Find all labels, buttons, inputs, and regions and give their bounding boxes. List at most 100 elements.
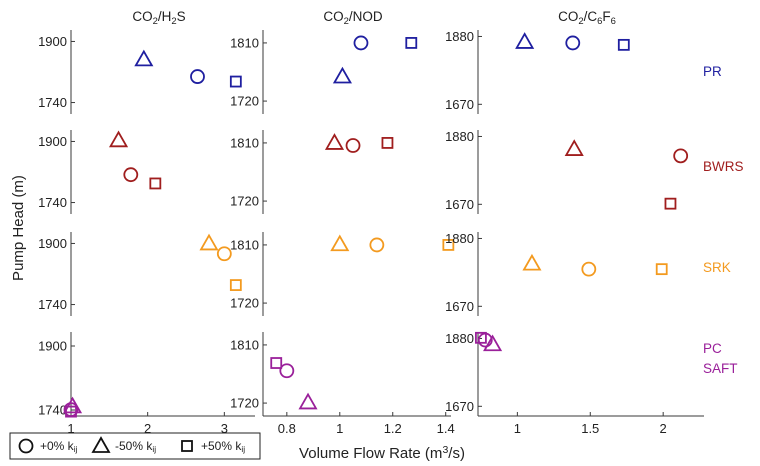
panel: 1740 1900: [38, 30, 242, 114]
x-tick-label: 1: [514, 421, 521, 436]
data-point-triangle: [134, 49, 154, 67]
panel: 1720 1810 0.8 1 1.2 1.4: [230, 332, 455, 436]
data-point-square: [442, 239, 455, 251]
panel: 1740 1900 1 2 3: [38, 332, 255, 436]
data-point-circle: [369, 237, 385, 253]
y-tick-label: 1880: [445, 231, 474, 246]
panels: 1740 1900 1720 1810 1670 1880 1740 1900 1720 1810…: [38, 29, 704, 436]
panel: 1670 1880: [445, 129, 689, 214]
data-point-triangle: [332, 66, 352, 84]
legend-label: -50% kij: [115, 439, 156, 454]
column-titles: CO2/H2S CO2/NOD CO2/C6F6: [132, 9, 616, 27]
x-tick-label: 0.8: [278, 421, 296, 436]
data-point-square: [664, 197, 677, 210]
legend-marker-circle: [18, 438, 34, 454]
y-tick-label: 1880: [445, 129, 474, 144]
panel: 1740 1900: [38, 130, 162, 214]
legend-marker-square: [181, 440, 193, 452]
y-tick-label: 1670: [445, 299, 474, 314]
row-label: PR: [703, 64, 722, 79]
x-tick-label: 2: [144, 421, 151, 436]
data-point-circle: [123, 167, 139, 183]
y-tick-label: 1810: [230, 35, 259, 50]
y-tick-label: 1810: [230, 237, 259, 252]
column-title: CO2/H2S: [132, 9, 185, 27]
row-label: PC: [703, 341, 722, 356]
data-point-circle: [216, 246, 232, 262]
legend-box: [9, 432, 261, 460]
y-tick-label: 1740: [38, 403, 67, 418]
data-point-triangle: [515, 32, 535, 49]
y-tick-label: 1810: [230, 337, 259, 352]
data-point-triangle: [522, 253, 542, 271]
data-point-square: [149, 177, 162, 190]
panel: 1720 1810: [230, 232, 455, 316]
data-point-triangle: [324, 133, 345, 150]
data-point-square: [405, 37, 418, 49]
panel: 1720 1810: [230, 130, 394, 214]
data-point-triangle: [199, 233, 219, 251]
y-tick-label: 1670: [445, 197, 474, 212]
panel: 1670 1880: [445, 29, 630, 114]
data-point-triangle: [298, 392, 318, 410]
legend-label: +0% kij: [40, 439, 78, 454]
y-tick-label: 1740: [38, 195, 67, 210]
column-title: CO2/C6F6: [558, 9, 616, 27]
y-tick-label: 1900: [38, 339, 67, 354]
data-point-triangle: [108, 130, 129, 148]
x-axis-label: Volume Flow Rate (m3/s): [299, 444, 465, 462]
y-tick-label: 1900: [38, 34, 67, 49]
x-tick-label: 3: [221, 421, 228, 436]
panel: 1670 1880: [445, 231, 668, 316]
data-point-square: [229, 279, 242, 291]
y-tick-label: 1720: [230, 396, 259, 411]
data-point-circle: [190, 69, 205, 84]
data-point-square: [617, 38, 630, 51]
y-tick-label: 1900: [38, 236, 67, 251]
y-tick-label: 1810: [230, 135, 259, 150]
row-labels: PR BWRS SRK PC SAFT: [703, 64, 744, 376]
row-label: BWRS: [703, 159, 744, 174]
y-tick-label: 1740: [38, 297, 67, 312]
x-tick-label: 1: [67, 421, 74, 436]
panel: 1740 1900: [38, 232, 242, 316]
y-tick-label: 1670: [445, 399, 474, 414]
legend: +0% kij -50% kij +50% kij: [9, 432, 261, 460]
data-point-square: [381, 137, 394, 149]
y-tick-label: 1880: [445, 331, 474, 346]
x-tick-label: 2: [660, 421, 667, 436]
y-tick-label: 1900: [38, 134, 67, 149]
y-tick-label: 1670: [445, 97, 474, 112]
data-point-triangle: [330, 234, 350, 252]
legend-marker-triangle: [91, 436, 111, 453]
y-axis-label: Pump Head (m): [10, 175, 27, 281]
data-point-circle: [353, 35, 369, 51]
data-point-square: [655, 263, 668, 276]
panel: 1720 1810: [230, 30, 418, 114]
data-point-triangle: [62, 396, 83, 414]
row-label: SAFT: [703, 361, 738, 376]
y-tick-label: 1740: [38, 95, 67, 110]
data-point-square: [475, 331, 487, 344]
data-point-circle: [279, 363, 295, 379]
data-point-circle: [673, 148, 689, 164]
data-point-triangle: [564, 139, 584, 156]
y-tick-label: 1880: [445, 29, 474, 44]
legend-label: +50% kij: [201, 439, 245, 454]
x-tick-label: 1.4: [437, 421, 455, 436]
y-tick-label: 1720: [230, 296, 259, 311]
data-point-square: [270, 357, 283, 369]
column-title: CO2/NOD: [323, 9, 383, 27]
data-point-square: [229, 75, 242, 88]
row-label: SRK: [703, 260, 731, 275]
data-point-square: [65, 405, 77, 418]
data-point-circle: [345, 138, 361, 153]
data-point-circle: [565, 35, 581, 51]
y-tick-label: 1720: [230, 94, 259, 109]
x-tick-label: 1.2: [384, 421, 402, 436]
x-tick-label: 1.5: [581, 421, 599, 436]
y-tick-label: 1720: [230, 194, 259, 209]
data-point-circle: [581, 261, 597, 277]
panel: 1670 1880 1 1.5 2: [445, 331, 704, 436]
